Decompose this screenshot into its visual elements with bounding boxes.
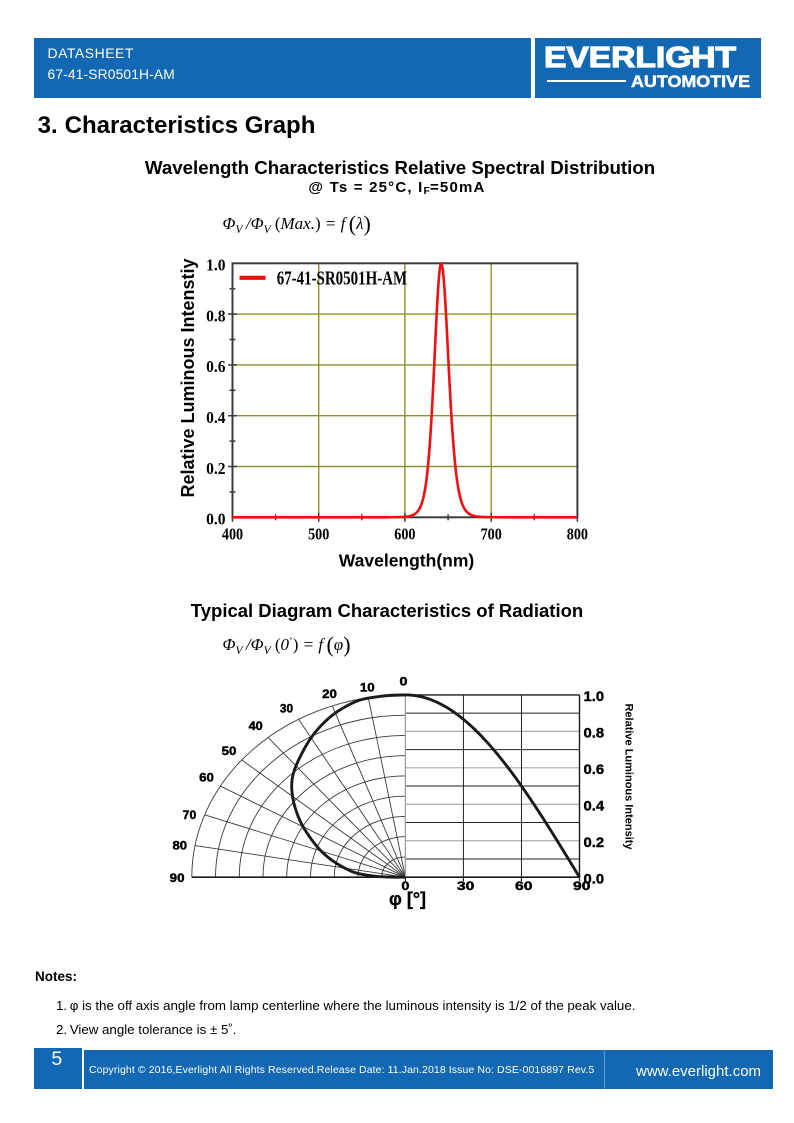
svg-text:400: 400 bbox=[222, 525, 243, 544]
svg-text:50: 50 bbox=[222, 744, 237, 758]
svg-text:Relative Luminous Intenstiy: Relative Luminous Intenstiy bbox=[178, 258, 198, 497]
svg-text:30: 30 bbox=[457, 879, 475, 893]
svg-text:φ [°]: φ [°] bbox=[389, 889, 426, 909]
svg-text:0.2: 0.2 bbox=[584, 835, 605, 850]
svg-text:1.0: 1.0 bbox=[206, 256, 225, 275]
svg-text:0.0: 0.0 bbox=[584, 871, 605, 886]
svg-text:70: 70 bbox=[183, 808, 197, 822]
svg-text:0.6: 0.6 bbox=[584, 762, 605, 777]
svg-text:60: 60 bbox=[199, 770, 214, 784]
svg-text:80: 80 bbox=[173, 839, 188, 853]
svg-text:500: 500 bbox=[308, 525, 329, 544]
svg-text:60: 60 bbox=[515, 879, 533, 893]
svg-text:Wavelength(nm): Wavelength(nm) bbox=[339, 551, 474, 571]
svg-text:0.4: 0.4 bbox=[584, 799, 605, 814]
svg-text:10: 10 bbox=[360, 680, 375, 694]
svg-text:40: 40 bbox=[249, 719, 264, 733]
svg-text:0.4: 0.4 bbox=[206, 408, 225, 427]
svg-text:1.0: 1.0 bbox=[584, 689, 605, 704]
svg-text:30: 30 bbox=[280, 701, 294, 715]
svg-text:0.2: 0.2 bbox=[206, 459, 225, 478]
svg-text:0.0: 0.0 bbox=[206, 510, 225, 529]
svg-text:0.6: 0.6 bbox=[206, 357, 225, 376]
svg-text:700: 700 bbox=[481, 525, 502, 544]
svg-text:0.8: 0.8 bbox=[206, 306, 225, 325]
svg-text:67-41-SR0501H-AM: 67-41-SR0501H-AM bbox=[277, 268, 407, 290]
svg-text:90: 90 bbox=[573, 879, 591, 893]
svg-text:0.8: 0.8 bbox=[584, 726, 605, 741]
svg-text:90: 90 bbox=[170, 871, 185, 885]
svg-text:0: 0 bbox=[401, 879, 409, 893]
svg-text:600: 600 bbox=[394, 525, 415, 544]
svg-text:800: 800 bbox=[567, 525, 588, 544]
svg-text:0: 0 bbox=[400, 674, 408, 688]
svg-text:Relative Luminous Intensity: Relative Luminous Intensity bbox=[623, 703, 635, 850]
svg-text:20: 20 bbox=[322, 687, 337, 701]
